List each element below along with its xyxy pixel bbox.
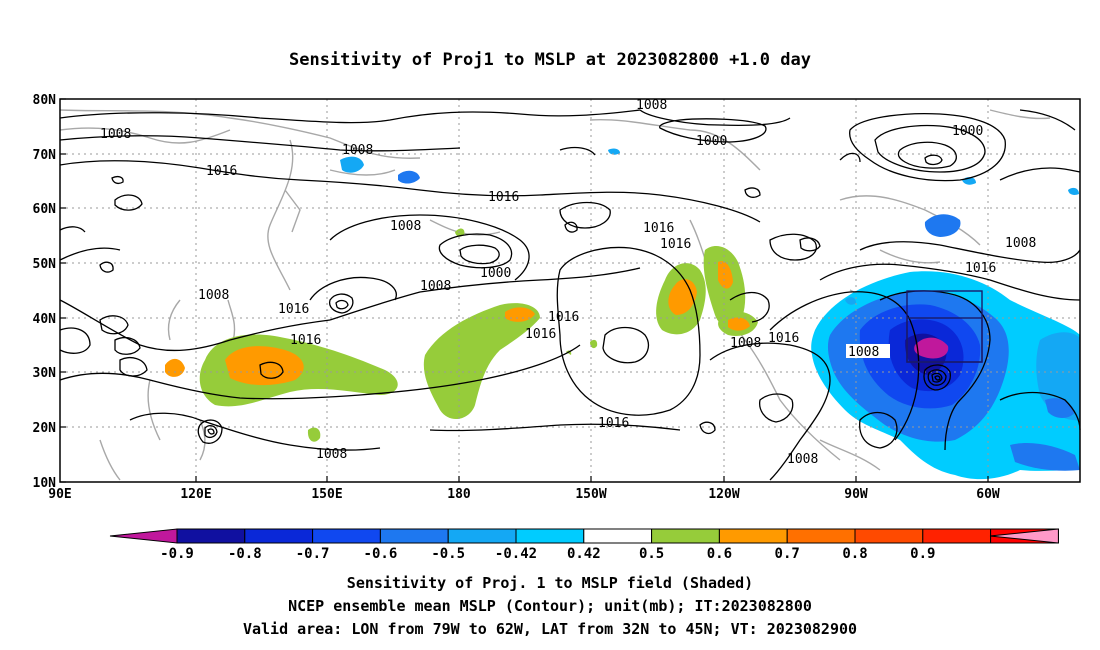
colorbar-label: 0.9 [910, 546, 935, 562]
valid-area-box [906, 290, 983, 363]
contour-label: 1008 [787, 452, 818, 467]
colorbar-swatch [583, 528, 653, 544]
caption-line-3: Valid area: LON from 79W to 62W, LAT fro… [242, 620, 858, 638]
contour-label: 1008 [390, 219, 421, 234]
contour-label: 1016 [660, 237, 691, 252]
colorbar-label: 0.42 [567, 546, 601, 562]
lon-label: 90W [844, 487, 868, 502]
lat-label: 50N [33, 257, 57, 272]
colorbar-label: -0.7 [296, 546, 330, 562]
lon-label: 120W [708, 487, 739, 502]
contour-label: 1000 [696, 134, 727, 149]
lat-label: 20N [33, 421, 57, 436]
colorbar-swatch [176, 528, 246, 544]
contour-label: 1008 [342, 143, 373, 158]
contour-label: 1016 [598, 416, 629, 431]
map-frame [59, 98, 1081, 483]
positive-sensitivity-shading [165, 228, 758, 442]
caption-line-1: Sensitivity of Proj. 1 to MSLP field (Sh… [346, 574, 754, 592]
colorbar-label: -0.42 [495, 546, 537, 562]
colorbar-label: 0.8 [842, 546, 867, 562]
contour-label: 1016 [525, 327, 556, 342]
mslp-contours [59, 109, 1081, 481]
colorbar-label: -0.9 [160, 546, 194, 562]
contour-label: 1008 [100, 127, 131, 142]
colorbar: -0.9 -0.8 -0.7 -0.6 -0.5 -0.42 0.42 0.5 0.6 0.7 0.… [109, 528, 1059, 562]
longitude-labels: 90E 120E 150E 180 150W 120W 90W 60W [48, 487, 1000, 502]
lat-label: 80N [33, 93, 57, 108]
contour-label: 1000 [480, 266, 511, 281]
map-title: Sensitivity of Proj1 to MSLP at 20230828… [289, 50, 811, 70]
lat-label: 40N [33, 312, 57, 327]
contour-label: 1008 [730, 336, 761, 351]
colorbar-swatch [989, 528, 1059, 544]
colorbar-swatch [786, 528, 856, 544]
contour-label: 1016 [643, 221, 674, 236]
contour-label: 1016 [768, 331, 799, 346]
colorbar-swatch [854, 528, 924, 544]
colorbar-swatch [312, 528, 381, 544]
lat-label: 10N [33, 476, 57, 491]
contour-label: 1008 [198, 288, 229, 303]
contour-label: 1008 [848, 345, 879, 360]
colorbar-swatch [718, 528, 788, 544]
contour-label: 1016 [548, 310, 579, 325]
graticule [60, 99, 1080, 482]
axis-ticks [60, 98, 989, 483]
lon-label: 150W [575, 487, 606, 502]
colorbar-swatch [651, 528, 720, 544]
colorbar-swatch [379, 528, 449, 544]
latitude-labels: 80N 70N 60N 50N 40N 30N 20N 10N [33, 93, 57, 491]
colorbar-label: -0.5 [431, 546, 465, 562]
contour-label: 1016 [965, 261, 996, 276]
contour-label: 1000 [952, 124, 983, 139]
lon-label: 120E [180, 487, 211, 502]
contour-label: 1008 [636, 98, 667, 113]
contour-label: 1008 [316, 447, 347, 462]
colorbar-swatch [244, 528, 314, 544]
colorbar-label: 0.6 [707, 546, 732, 562]
colorbar-label: -0.6 [364, 546, 398, 562]
lon-label: 90E [48, 487, 71, 502]
colorbar-swatch [515, 528, 585, 544]
colorbar-label: -0.8 [228, 546, 262, 562]
contour-label: 1016 [488, 190, 519, 205]
lat-label: 30N [33, 366, 57, 381]
colorbar-swatch [109, 528, 178, 544]
contour-label: 1016 [290, 333, 321, 348]
colorbar-label: 0.7 [775, 546, 800, 562]
lon-label: 60W [976, 487, 1000, 502]
colorbar-label: 0.5 [639, 546, 664, 562]
contour-label: 1016 [278, 302, 309, 317]
caption-line-2: NCEP ensemble mean MSLP (Contour); unit(… [288, 597, 812, 615]
contour-label: 1008 [1005, 236, 1036, 251]
lon-label: 150E [311, 487, 342, 502]
contour-labels: 1008 1008 1008 1016 1016 1008 1000 1008 … [100, 98, 1036, 467]
colorbar-swatch [922, 528, 992, 544]
colorbar-swatch [447, 528, 517, 544]
lat-label: 70N [33, 148, 57, 163]
contour-label: 1016 [206, 164, 237, 179]
lon-label: 180 [447, 487, 471, 502]
lat-label: 60N [33, 202, 57, 217]
contour-label: 1008 [420, 279, 451, 294]
